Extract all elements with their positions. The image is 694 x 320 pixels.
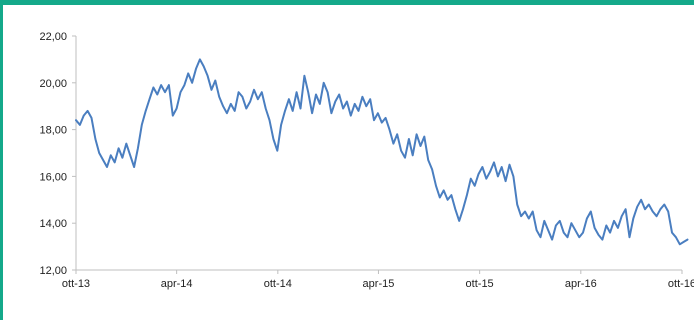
- y-tick-label: 12,00: [39, 265, 67, 277]
- y-tick-label: 22,00: [39, 31, 67, 43]
- x-tick-label: apr-15: [363, 278, 395, 290]
- x-tick-label: ott-16: [668, 278, 694, 290]
- series-line: [75, 58, 689, 246]
- x-tick-label: ott-14: [264, 278, 292, 290]
- y-axis: 12,00 14,00 16,00 18,00 20,00 22,00: [39, 31, 77, 277]
- x-axis: ott-13 apr-14 ott-14 apr-15 ott-15 apr-16 ott-…: [62, 269, 694, 290]
- x-tick-label: ott-13: [62, 278, 90, 290]
- x-tick-label: apr-16: [565, 278, 597, 290]
- x-tick-label: apr-14: [161, 278, 193, 290]
- x-tick-label: ott-15: [466, 278, 494, 290]
- y-tick-label: 20,00: [39, 78, 67, 90]
- y-tick-label: 16,00: [39, 171, 67, 183]
- y-tick-label: 14,00: [39, 218, 67, 230]
- y-tick-label: 18,00: [39, 125, 67, 137]
- series-layer: [75, 58, 689, 246]
